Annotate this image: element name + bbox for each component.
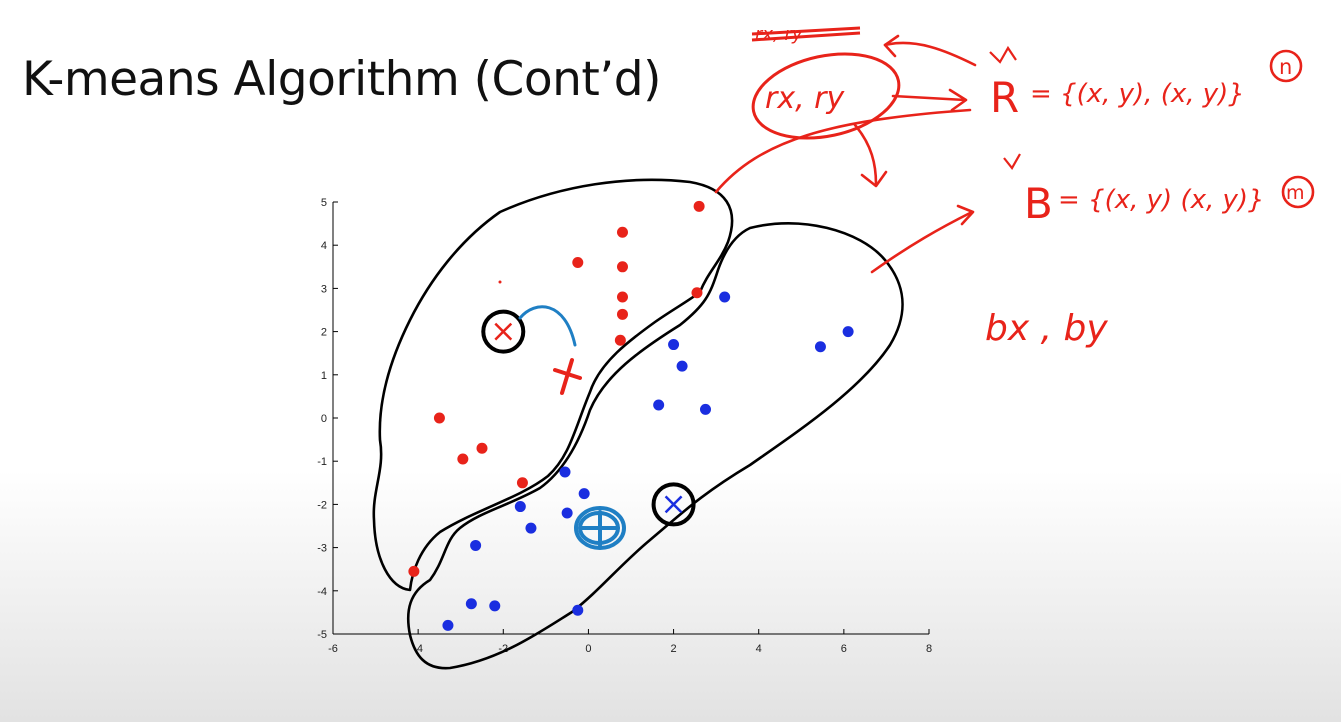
centroid-markers [481, 309, 696, 527]
red-data-point [457, 453, 469, 465]
arrow-from-blue-cluster [870, 210, 974, 274]
blue-data-point [842, 326, 854, 338]
cluster-boundaries [372, 178, 904, 670]
y-tick-label: -2 [317, 499, 327, 511]
red-data-point [476, 442, 488, 454]
y-tick-label: 5 [321, 197, 327, 209]
blue-data-point [653, 399, 665, 411]
y-tick-label: -3 [317, 543, 327, 555]
centroid-vars-annotation: rx, ry [765, 81, 845, 116]
blue-centroid-marker [651, 482, 696, 527]
blue-data-point [814, 341, 826, 353]
red-data-point [572, 256, 584, 268]
b-set-annotation: B = {(x, y) (x, y)} m [1003, 153, 1315, 228]
blue-cluster-boundary [406, 222, 904, 670]
r-count: n [1279, 55, 1292, 79]
b-set: = {(x, y) (x, y)} [1058, 185, 1265, 215]
centroid-cross [494, 322, 513, 341]
strike-scribble [751, 26, 861, 42]
blue-data-point [442, 619, 454, 631]
struck-text: rx, ry [751, 24, 861, 45]
y-tick-label: -1 [317, 456, 327, 468]
y-tick-label: -4 [317, 586, 327, 598]
x-tick-label: -2 [498, 643, 508, 655]
r-set-annotation: R = {(x, y), (x, y)} n [989, 45, 1303, 122]
b-count-circle [1281, 175, 1315, 209]
red-stray-dot [498, 280, 502, 284]
blue-data-point [525, 522, 537, 534]
blue-new-centroid-icon [574, 506, 626, 550]
centroid-ring [481, 309, 526, 354]
red-data-point [408, 565, 420, 577]
blue-vars-annotation: bx , by [985, 308, 1108, 349]
y-tick-label: -5 [317, 629, 327, 641]
centroid-cross [664, 495, 683, 514]
y-tick-label: 2 [321, 327, 327, 339]
chart-axes [332, 202, 929, 635]
arrow-down [853, 123, 878, 186]
x-tick-label: 4 [756, 643, 762, 655]
arrow-to-centroid-vars [883, 41, 977, 67]
blue-data-point [514, 501, 526, 513]
r-label: R [990, 73, 1019, 122]
red-data-point [616, 261, 628, 273]
blue-data-point [470, 539, 482, 551]
x-tick-label: -6 [328, 643, 338, 655]
y-tick-label: 0 [321, 413, 327, 425]
x-tick-label: -4 [413, 643, 423, 655]
red-data-point [691, 287, 703, 299]
r-set: = {(x, y), (x, y)} [1030, 79, 1245, 109]
x-tick-label: 8 [926, 643, 932, 655]
y-tick-label: 3 [321, 283, 327, 295]
red-data-point [693, 200, 705, 212]
red-data-point [433, 412, 445, 424]
red-new-centroid-cross-icon [553, 358, 582, 395]
y-tick-label: 1 [321, 370, 327, 382]
arrow-from-red-cluster [714, 108, 972, 194]
red-data-point [616, 226, 628, 238]
blue-data-point [561, 507, 573, 519]
r-count-circle [1269, 49, 1303, 83]
red-data-point [614, 334, 626, 346]
x-tick-label: 2 [671, 643, 677, 655]
slide-title: K-means Algorithm (Cont’d) [22, 52, 661, 107]
blue-data-point [465, 598, 477, 610]
blue-data-point [572, 604, 584, 616]
b-label: B [1024, 179, 1053, 228]
red-data-point [516, 477, 528, 489]
data-points [408, 200, 854, 631]
blue-data-point [700, 403, 711, 415]
blue-data-point [668, 339, 680, 351]
red-ink-arrows [714, 34, 977, 274]
red-cluster-boundary [372, 178, 734, 592]
blue-data-point [559, 466, 571, 478]
red-data-point [616, 308, 628, 320]
blue-data-point [719, 291, 731, 303]
b-count: m [1286, 182, 1305, 204]
blue-curve-annotation [518, 305, 577, 347]
centroid-vars-circle [751, 52, 901, 140]
red-data-point [616, 291, 628, 303]
blue-data-point [489, 600, 501, 612]
chart-annotations [498, 280, 626, 550]
red-centroid-marker [481, 309, 526, 354]
x-tick-label: 6 [841, 643, 847, 655]
handwritten-annotations: rx, ry rx, ry R = {(x, y), (x, y)} n B [714, 24, 1315, 349]
blue-data-point [578, 488, 590, 500]
centroid-ring [651, 482, 696, 527]
chart-ticks: -6 -4 -2 0 2 4 6 8 5 4 3 2 1 0 -1 -2 -3 -4 -5 [317, 197, 932, 655]
blue-data-point [676, 360, 688, 372]
arrow-to-r-set [891, 94, 967, 102]
y-tick-label: 4 [321, 240, 327, 252]
x-tick-label: 0 [585, 643, 591, 655]
